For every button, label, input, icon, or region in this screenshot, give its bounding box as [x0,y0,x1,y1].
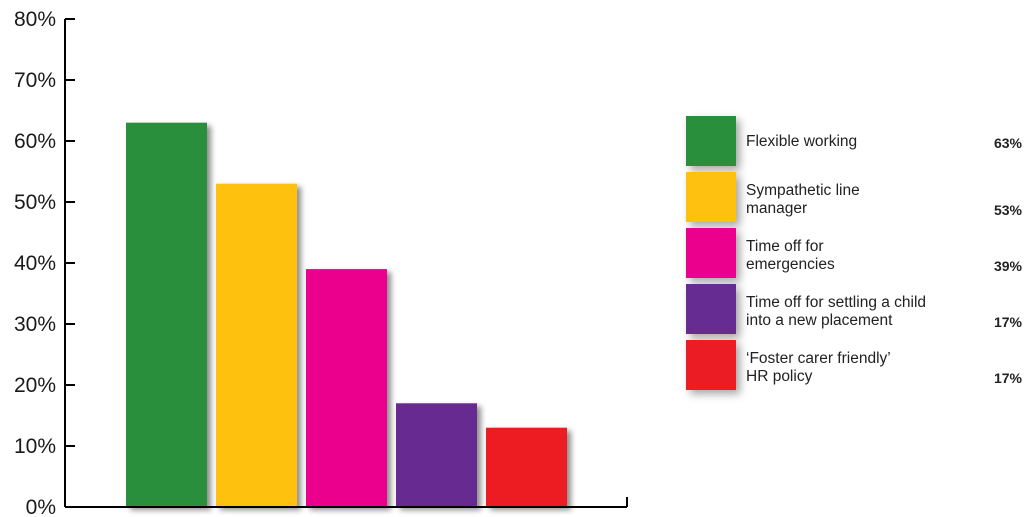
bar [396,403,477,507]
legend-item: Time off for emergencies 39% [686,228,1024,278]
y-tick-label: 0% [26,496,56,517]
bar [216,183,297,507]
legend-swatch [686,228,736,278]
legend-swatch [686,284,736,334]
bar [306,269,387,507]
legend-swatch [686,172,736,222]
legend-label: Sympathetic line manager [746,182,860,217]
legend-value: 39% [993,258,1022,274]
y-tick-label: 50% [14,191,56,214]
y-tick-label: 40% [14,252,56,275]
bar [486,427,567,507]
bar [126,122,207,507]
legend-value: 63% [993,135,1022,151]
y-tick-label: 10% [14,435,56,458]
y-tick-label: 60% [14,130,56,153]
y-tick-label: 30% [14,313,56,336]
bar-chart: 0% 10% 20% 30% 40% 50% 60% 70% 80% [14,8,628,517]
legend-item: Flexible working 63% [686,116,1024,166]
legend-label: ‘Foster carer friendly’ HR policy [746,350,891,385]
legend-swatch [686,340,736,390]
legend-label: Time off for settling a child into a new … [746,294,927,329]
legend-value: 17% [993,314,1022,330]
legend-swatch [686,116,736,166]
legend-label: Time off for emergencies [746,238,835,273]
y-tick-label: 70% [14,69,56,92]
y-tick-label: 20% [14,374,56,397]
legend: Flexible working 63% Sympathetic line man… [686,116,1024,396]
legend-label: Flexible working [746,133,858,150]
y-tick-label: 80% [14,8,56,31]
legend-value: 17% [993,370,1022,386]
legend-item: Sympathetic line manager 53% [686,172,1024,222]
legend-value: 53% [993,202,1022,218]
legend-item: Time off for settling a child into a new … [686,284,1024,334]
legend-item: ‘Foster carer friendly’ HR policy 17% [686,340,1024,390]
